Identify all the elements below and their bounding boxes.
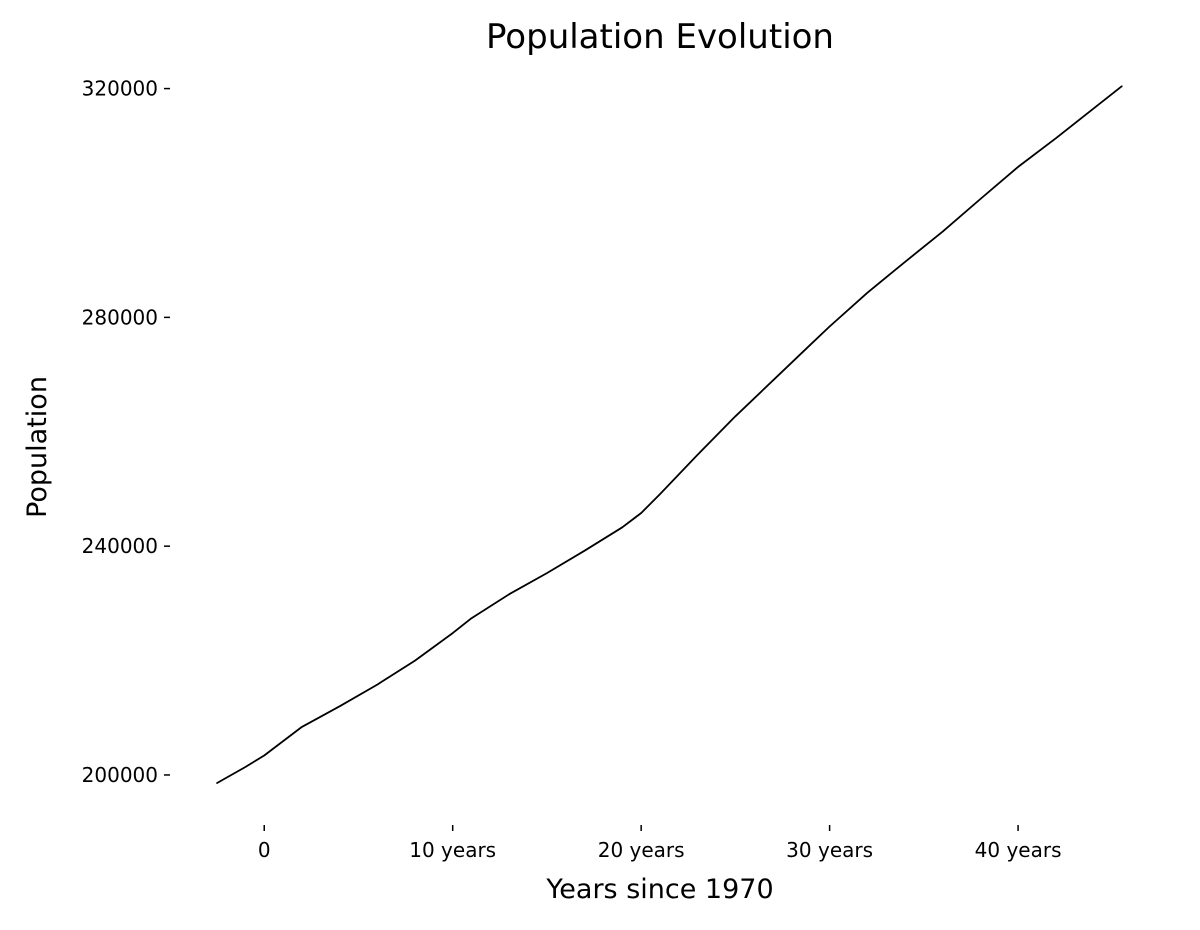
- x-tick-label: 10 years: [409, 838, 496, 862]
- x-axis-label: Years since 1970: [545, 874, 773, 905]
- y-axis: 200000 240000 280000 320000: [82, 77, 170, 787]
- y-tick-label: 200000: [82, 763, 158, 787]
- chart-title: Population Evolution: [486, 17, 834, 57]
- series-line: [216, 85, 1123, 784]
- x-tick-label: 30 years: [786, 838, 873, 862]
- x-tick-label: 20 years: [598, 838, 685, 862]
- x-axis: 0 10 years 20 years 30 years 40 years: [258, 825, 1062, 862]
- plot-area: [216, 85, 1123, 784]
- x-tick-label: 0: [258, 838, 271, 862]
- y-axis-label: Population: [22, 376, 53, 518]
- y-tick-label: 240000: [82, 534, 158, 558]
- x-tick-label: 40 years: [975, 838, 1062, 862]
- y-tick-label: 280000: [82, 305, 158, 329]
- y-tick-label: 320000: [82, 77, 158, 101]
